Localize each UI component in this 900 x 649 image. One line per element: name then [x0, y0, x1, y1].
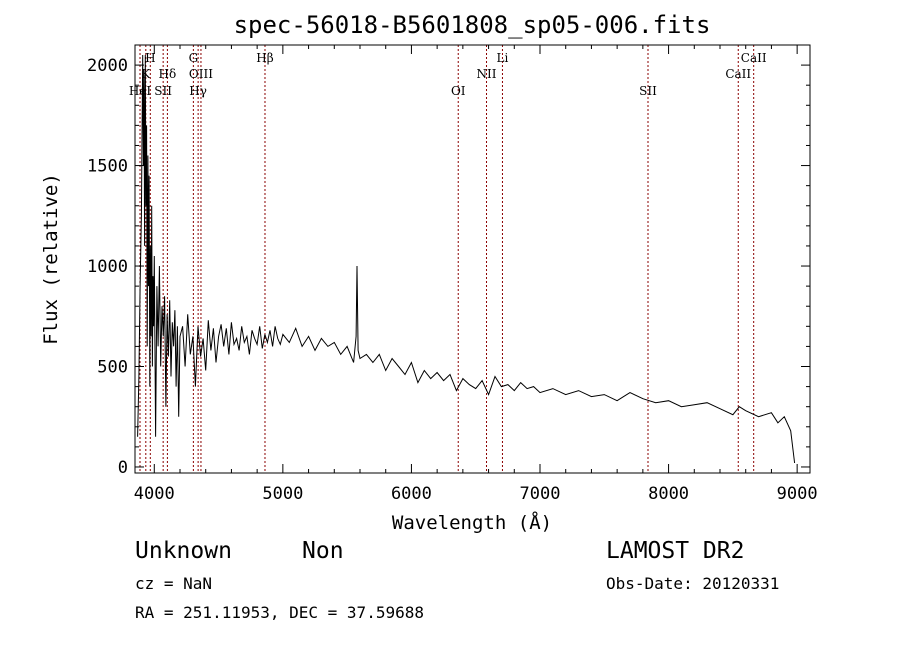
line-marker-label: SII [154, 84, 172, 98]
line-marker-label: K [141, 67, 151, 81]
axis-ticks: 4000 5000 6000 7000 8000 9000 0 500 1000 1500 2000 [87, 45, 818, 504]
class-label: Unknown [135, 538, 232, 564]
x-axis-label: Wavelength (Å) [392, 511, 552, 534]
line-marker-label: NII [477, 67, 497, 81]
obs-date-label: Obs-Date: 20120331 [606, 574, 780, 593]
line-marker-label: H [145, 51, 155, 65]
line-marker-label: CaII [741, 51, 767, 65]
survey-label: LAMOST DR2 [606, 538, 745, 564]
x-tick-label: 4000 [134, 484, 175, 504]
x-tick-label: 7000 [520, 484, 561, 504]
subclass-label: Non [302, 538, 344, 564]
x-tick-label: 9000 [777, 484, 818, 504]
line-marker-label: Hγ [189, 84, 207, 98]
line-marker-label: Hβ [256, 51, 273, 65]
line-marker-label: OI [451, 84, 466, 98]
line-marker-label: OIII [189, 67, 213, 81]
x-tick-label: 5000 [262, 484, 303, 504]
x-tick-label: 8000 [648, 484, 689, 504]
coordinates-label: RA = 251.11953, DEC = 37.59688 [135, 603, 424, 622]
line-marker-label: Li [497, 51, 509, 65]
y-tick-label: 2000 [87, 56, 128, 76]
x-tick-label: 6000 [391, 484, 432, 504]
y-tick-label: 0 [118, 458, 128, 478]
y-axis-label: Flux (relative) [40, 173, 62, 345]
y-tick-label: 1000 [87, 257, 128, 277]
chart-title: spec-56018-B5601808_sp05-006.fits [234, 11, 711, 39]
line-marker-label: CaII [725, 67, 751, 81]
y-tick-label: 500 [97, 358, 128, 378]
spectrum-line [137, 54, 796, 464]
line-marker-label: Hδ [159, 67, 177, 81]
line-marker-label: SII [639, 84, 657, 98]
line-marker-label: G [189, 51, 199, 65]
redshift-label: cz = NaN [135, 574, 213, 593]
line-marker-label: HeI [129, 84, 152, 98]
y-tick-label: 1500 [87, 157, 128, 177]
plot-frame [134, 44, 811, 474]
